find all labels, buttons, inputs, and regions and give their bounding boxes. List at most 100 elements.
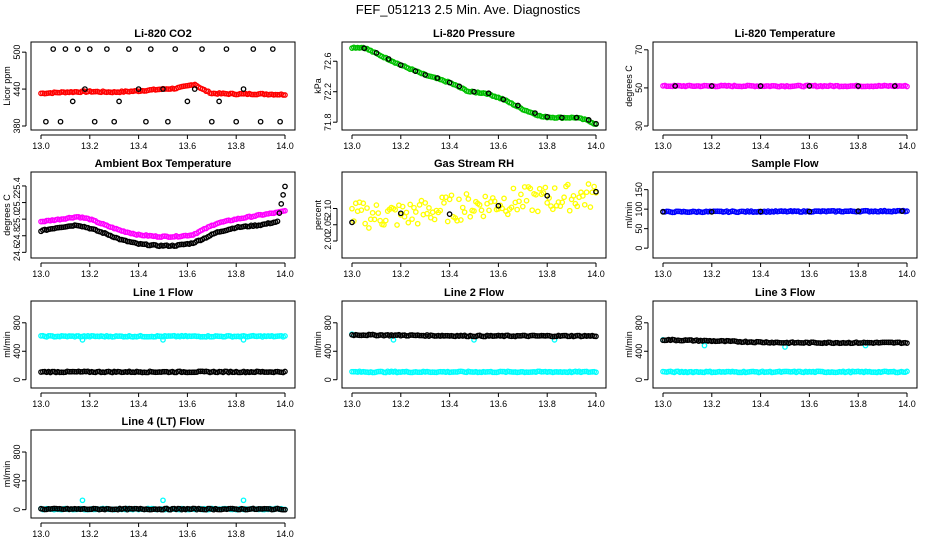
x-tick-label: 14.0 bbox=[276, 269, 294, 279]
x-tick-label: 13.6 bbox=[179, 269, 197, 279]
x-tick-label: 13.6 bbox=[179, 529, 197, 539]
data-point bbox=[199, 46, 205, 52]
x-tick-label: 13.8 bbox=[227, 141, 245, 151]
plot-frame bbox=[652, 41, 918, 131]
data-point bbox=[581, 201, 588, 208]
x-tick-label: 13.0 bbox=[32, 269, 50, 279]
x-tick-label: 13.6 bbox=[179, 141, 197, 151]
chart-panel: Li-820 Pressure kPa 13.0 13.2 13.4 13.6 13.8 14… bbox=[313, 28, 607, 151]
data-point bbox=[899, 208, 905, 214]
data-point bbox=[135, 86, 142, 92]
data-point bbox=[282, 333, 288, 339]
series-red bbox=[38, 81, 288, 98]
chart-panel: Li-820 CO2 Licor ppm 13.0 13.2 13.4 13.6 13.8 1… bbox=[2, 28, 296, 151]
y-tick-label: 2.05 bbox=[323, 216, 333, 234]
data-point bbox=[43, 118, 49, 125]
y-axis-label: ml/min bbox=[624, 331, 634, 358]
y-tick-label: 25.2 bbox=[12, 194, 22, 212]
data-point bbox=[409, 216, 415, 223]
data-point bbox=[570, 193, 577, 199]
data-point bbox=[282, 183, 288, 190]
data-point bbox=[358, 207, 365, 214]
data-point bbox=[426, 205, 432, 211]
plot-frame bbox=[30, 429, 296, 519]
data-point bbox=[516, 198, 522, 205]
x-tick-label: 13.4 bbox=[752, 399, 770, 409]
chart-title: Ambient Box Temperature bbox=[95, 158, 232, 170]
data-point bbox=[91, 118, 98, 125]
data-point bbox=[471, 88, 477, 95]
x-tick-label: 13.2 bbox=[703, 141, 721, 151]
data-point bbox=[412, 68, 419, 74]
data-point bbox=[504, 211, 511, 218]
data-point bbox=[437, 207, 444, 214]
data-point bbox=[282, 368, 288, 375]
x-tick-label: 14.0 bbox=[587, 141, 605, 151]
y-tick-label: 70 bbox=[634, 45, 644, 55]
data-point bbox=[476, 201, 483, 208]
data-point bbox=[373, 202, 380, 208]
data-point bbox=[116, 98, 122, 105]
chart-panel: Line 3 Flow ml/min 13.0 13.2 13.4 13.6 13.8 14.… bbox=[624, 287, 918, 409]
x-tick-label: 13.4 bbox=[130, 399, 148, 409]
x-tick-label: 13.6 bbox=[490, 141, 508, 151]
data-point bbox=[587, 204, 594, 210]
x-tick-label: 13.4 bbox=[130, 269, 148, 279]
x-tick-label: 13.0 bbox=[654, 141, 672, 151]
x-tick-label: 13.4 bbox=[130, 529, 148, 539]
x-tick-label: 13.0 bbox=[32, 529, 50, 539]
data-point bbox=[422, 200, 429, 206]
y-tick-label: 25.0 bbox=[12, 210, 22, 228]
data-point bbox=[515, 102, 521, 109]
y-tick-label: 500 bbox=[12, 45, 22, 60]
data-point bbox=[593, 120, 599, 127]
data-point bbox=[407, 201, 414, 208]
x-tick-label: 14.0 bbox=[898, 269, 916, 279]
chart-title: Sample Flow bbox=[751, 158, 819, 170]
y-tick-label: 400 bbox=[12, 344, 22, 359]
data-point bbox=[414, 220, 421, 227]
x-tick-label: 13.6 bbox=[179, 399, 197, 409]
x-tick-label: 13.4 bbox=[441, 141, 459, 151]
data-point bbox=[397, 210, 404, 217]
data-point bbox=[366, 225, 372, 231]
data-point bbox=[240, 497, 247, 504]
data-point bbox=[485, 90, 492, 97]
data-point bbox=[806, 208, 813, 215]
data-point bbox=[467, 213, 474, 220]
data-point bbox=[278, 201, 285, 207]
x-tick-label: 14.0 bbox=[587, 399, 605, 409]
x-tick-label: 13.2 bbox=[392, 141, 410, 151]
x-tick-label: 13.4 bbox=[752, 269, 770, 279]
data-point bbox=[465, 196, 472, 202]
data-point bbox=[411, 204, 417, 211]
data-point bbox=[456, 83, 463, 90]
y-axis-label: ml/min bbox=[2, 331, 12, 358]
x-tick-label: 13.0 bbox=[654, 269, 672, 279]
x-tick-label: 13.8 bbox=[227, 269, 245, 279]
data-point bbox=[240, 337, 247, 343]
y-axis-label: kPa bbox=[313, 78, 323, 94]
chart-title: Li-820 CO2 bbox=[134, 28, 191, 40]
plot-frame bbox=[30, 41, 296, 131]
y-tick-label: 380 bbox=[12, 118, 22, 133]
data-point bbox=[518, 191, 524, 198]
data-point bbox=[392, 206, 399, 213]
data-point bbox=[471, 208, 477, 214]
series-black bbox=[672, 83, 898, 89]
data-point bbox=[551, 185, 558, 191]
y-tick-label: 800 bbox=[634, 315, 644, 330]
data-point bbox=[394, 222, 400, 228]
x-tick-label: 13.2 bbox=[81, 399, 99, 409]
x-tick-label: 14.0 bbox=[276, 141, 294, 151]
data-point bbox=[371, 216, 378, 223]
data-point bbox=[544, 192, 551, 199]
data-point bbox=[160, 86, 166, 92]
data-point bbox=[382, 217, 389, 224]
data-point bbox=[499, 205, 506, 212]
data-point bbox=[591, 183, 597, 190]
y-tick-label: 50 bbox=[634, 83, 644, 93]
y-tick-label: 24.8 bbox=[12, 227, 22, 245]
x-tick-label: 13.6 bbox=[490, 269, 508, 279]
data-point bbox=[891, 83, 898, 89]
